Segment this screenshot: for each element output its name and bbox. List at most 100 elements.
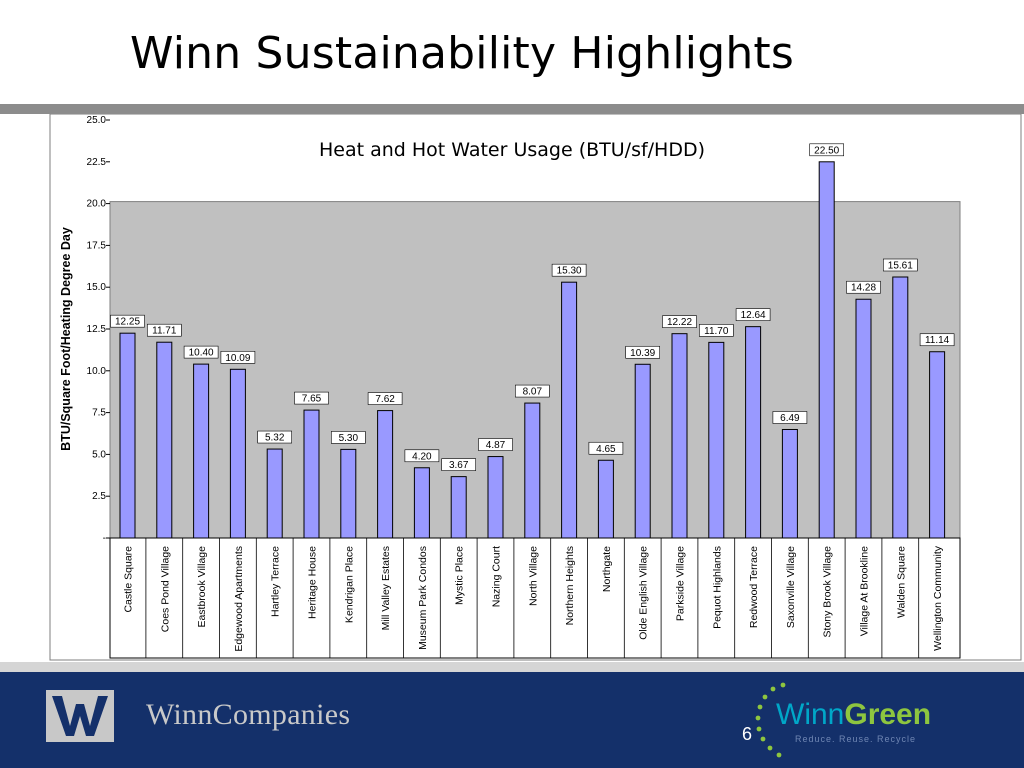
data-label: 5.32 xyxy=(265,433,285,444)
data-label-box xyxy=(367,392,403,405)
bar xyxy=(450,476,467,539)
bar xyxy=(561,281,578,539)
data-label: 8.07 xyxy=(523,387,543,398)
bar-chart: Heat and Hot Water Usage (BTU/sf/HDD) BT… xyxy=(49,114,1022,661)
data-label: 10.09 xyxy=(225,353,250,364)
x-tick-label: Edgewood Apartments xyxy=(233,546,245,652)
y-tick-label: 17.5 xyxy=(87,240,107,251)
data-label: 11.14 xyxy=(925,335,950,346)
y-tick-label: 5.0 xyxy=(92,449,106,460)
y-tick-label: 10.0 xyxy=(87,366,107,377)
data-label: 7.62 xyxy=(375,394,395,405)
bar xyxy=(340,448,357,539)
data-label-box xyxy=(882,258,918,272)
x-tick-label: Kendrigan Place xyxy=(343,546,355,623)
data-label-box xyxy=(551,263,587,277)
data-label: 4.20 xyxy=(412,451,432,462)
data-label: 7.65 xyxy=(302,394,322,405)
data-label: 6.49 xyxy=(780,413,800,424)
data-label-box xyxy=(330,431,366,444)
x-tick-label: Olde English Village xyxy=(638,546,650,640)
data-label-box xyxy=(846,280,881,294)
x-tick-label: Redwood Terrace xyxy=(748,546,760,628)
company-name: WinnCompanies xyxy=(146,698,351,731)
bar xyxy=(266,448,283,539)
winngreen-dots-icon xyxy=(755,682,786,758)
y-tick-label: 20.0 xyxy=(87,199,107,210)
bar xyxy=(745,326,762,539)
y-tick-label: 15.0 xyxy=(87,282,107,293)
x-tick-label: Parkside Village xyxy=(675,546,687,621)
bar xyxy=(929,351,946,539)
data-label-box xyxy=(588,441,624,455)
bar xyxy=(892,276,909,539)
y-tick-label: 12.5 xyxy=(87,324,107,335)
data-label: 22.50 xyxy=(814,145,839,156)
data-label-box xyxy=(662,315,697,328)
data-label: 10.40 xyxy=(189,348,214,359)
data-label: 15.30 xyxy=(557,266,582,277)
chart-title: Heat and Hot Water Usage (BTU/sf/HDD) xyxy=(319,139,705,161)
x-tick-label: Coes Pond Village xyxy=(159,546,171,632)
data-label-box xyxy=(183,345,219,359)
winn-w-logo-icon xyxy=(46,690,114,742)
data-label-box xyxy=(441,458,477,471)
data-label-box xyxy=(919,333,955,347)
y-tick-label: 7.5 xyxy=(92,408,106,419)
x-tick-label: Walden Square xyxy=(895,546,907,618)
bar xyxy=(671,333,688,539)
data-label: 5.30 xyxy=(339,433,359,444)
data-label: 3.67 xyxy=(449,460,469,471)
data-label: 12.22 xyxy=(667,317,692,328)
bar xyxy=(634,363,651,539)
data-label: 4.65 xyxy=(596,444,616,455)
category-axis-box xyxy=(109,537,961,659)
y-tick-label: 2.5 xyxy=(92,491,106,502)
plot-group: - 2.5 5.0 7.5 10.0 12.5 15.0 17.5 20.0 22.5 25.0 12… xyxy=(87,115,961,659)
footer: WinnCompanies 6 WinnGreen Reduce. Reuse.… xyxy=(0,672,1024,768)
data-label-box xyxy=(294,391,329,405)
title-divider xyxy=(0,104,1024,114)
bar xyxy=(781,428,798,539)
data-label: 4.87 xyxy=(486,440,506,451)
data-label-box xyxy=(478,438,513,451)
y-tick-label: 22.5 xyxy=(87,157,107,168)
brand-green: Green xyxy=(844,698,932,731)
data-label: 10.39 xyxy=(630,348,655,359)
x-tick-label: Heritage House xyxy=(307,546,319,619)
data-label: 12.64 xyxy=(741,310,766,321)
bar xyxy=(818,161,835,539)
bar xyxy=(524,402,541,539)
data-label-box xyxy=(220,350,256,364)
data-label-box xyxy=(147,323,182,337)
brand-tagline: Reduce. Reuse. Recycle xyxy=(795,734,917,744)
bar xyxy=(156,341,173,539)
x-tick-label: Northgate xyxy=(601,546,613,592)
bar xyxy=(119,332,136,539)
x-tick-label: Stony Brook Village xyxy=(822,546,834,638)
y-tick-label: - xyxy=(103,533,106,544)
data-label-box xyxy=(698,324,734,337)
data-label-box xyxy=(257,430,293,444)
x-tick-label: Eastbrook Village xyxy=(196,546,208,628)
x-tick-label: Museum Park Condos xyxy=(417,546,429,650)
data-label-box xyxy=(772,411,808,424)
bar xyxy=(229,368,246,539)
x-tick-label: Mystic Place xyxy=(454,546,466,605)
x-tick-label: Saxonville Village xyxy=(785,546,797,628)
y-axis-label: BTU/Square Foot/Heating Degree Day xyxy=(59,227,73,451)
slide-title: Winn Sustainability Highlights xyxy=(130,28,795,79)
bar xyxy=(597,459,614,539)
x-tick-label: Hartley Terrace xyxy=(270,546,282,617)
x-tick-label: Castle Square xyxy=(123,546,135,613)
footer-top-band xyxy=(0,662,1024,672)
x-tick-label: Mill Valley Estates xyxy=(380,546,392,630)
data-label-box xyxy=(625,345,661,359)
x-tick-label: Pequot Highlands xyxy=(711,546,723,629)
y-tick-label: 25.0 xyxy=(87,115,107,126)
x-tick-label: North Village xyxy=(527,546,539,606)
bar xyxy=(855,298,872,539)
data-label-box xyxy=(809,143,845,157)
data-label-box xyxy=(735,308,771,321)
data-label: 15.61 xyxy=(888,261,913,272)
